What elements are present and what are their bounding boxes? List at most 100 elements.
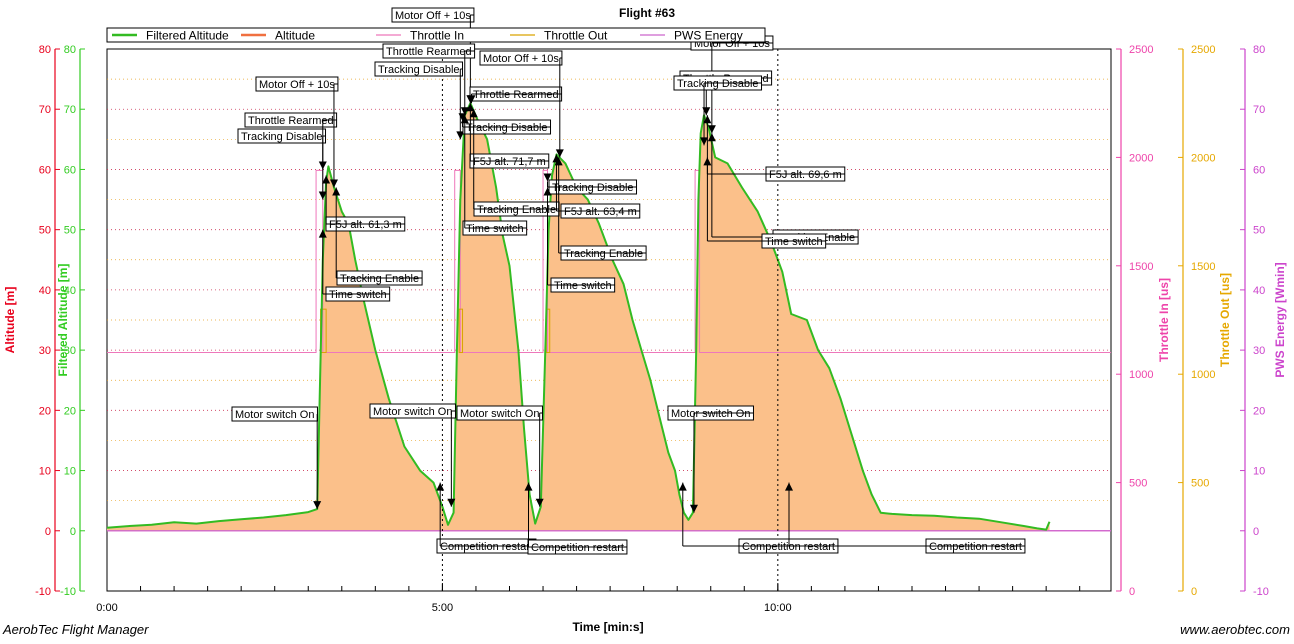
axis-tick-label-pws: 10 [1253,466,1265,478]
axis-title-thin: Throttle In [us] [1157,278,1171,362]
annotation: Tracking Disable [543,173,638,195]
annotation: Tracking Enable [554,157,647,261]
annotation-arrow [436,482,445,491]
annotation-label: Time switch [554,280,612,292]
annotation-label: Time switch [466,223,524,235]
annotation-label: Tracking Disable [466,122,548,134]
axis-tick-label-alt: 40 [39,285,51,297]
annotation: Tracking Disable [458,113,552,135]
legend-entry-label: PWS Energy [674,29,743,43]
annotation-arrow [524,482,533,491]
axis-tick-label-alt: 60 [39,164,51,176]
axis-tick-label-alt: -10 [35,586,51,598]
chart-title: Flight #63 [619,6,675,20]
annotation-label: Motor switch On [235,409,314,421]
axis-tick-label-thin: 0 [1129,586,1135,598]
annotation-arrow [535,498,544,507]
axis-tick-label-alt: 80 [39,44,51,56]
annotation-arrow [469,109,478,118]
annotation-arrow [460,107,469,116]
legend-entry-label: Altitude [275,29,315,43]
event-layer [441,49,779,591]
annotation: Motor Off + 10s [255,76,339,188]
annotation-label: Competition restart [742,541,835,553]
annotation-label: Motor switch On [460,408,539,420]
annotation-arrow [785,482,794,491]
annotation-label: Throttle Rearmed [248,115,334,127]
axis-tick-label-pws: 30 [1253,345,1265,357]
axis-title-pws: PWS Energy [Wmin] [1273,262,1287,377]
axis-tick-label-thout: 1500 [1191,261,1215,273]
axis-tick-label-pws: 80 [1253,44,1265,56]
annotation-label: Competition restart [531,542,624,554]
annotation-label: Throttle Rearmed [386,46,472,58]
annotation: Motor switch On [667,405,754,513]
annotation: Time switch [543,187,616,293]
annotation-label: Tracking Disable [378,64,460,76]
annotation-arrow [332,187,341,196]
annotation-arrow [329,179,338,188]
annotation: F5J alt. 71,7 m [466,103,550,169]
annotation-arrow [467,95,476,104]
axis-tick-label-alt: 10 [39,466,51,478]
axis-tick-label-alt: 30 [39,345,51,357]
axis-tick-label-falt: 40 [64,285,76,297]
annotation-arrow [322,175,331,184]
axis-title-alt: Altitude [m] [3,287,17,354]
axes-layer: 0:00 5:00 10:00 -10 0 10 20 30 40 50 60 70 80 Altitud… [3,44,1287,614]
axis-tick-label-falt: 60 [64,164,76,176]
grid [107,78,1111,591]
annotation-label: F5J alt. 71,7 m [473,156,546,168]
annotation: Competition restart [524,482,628,555]
axis-tick-label-falt: 50 [64,225,76,237]
annotation: Motor switch On [231,406,322,510]
annotation-label: Competition restart [440,541,533,553]
annotation: Tracking Disable [237,128,327,170]
axis-title-thout: Throttle Out [us] [1218,273,1232,367]
annotation: F5J alt. 69,6 m [703,115,846,182]
throttle-in-line [107,169,1111,354]
annotation: Time switch [703,157,827,249]
axis-tick-label-alt: 0 [45,526,51,538]
legend-entry-label: Filtered Altitude [146,29,229,43]
annotation-label: F5J alt. 63,4 m [564,206,637,218]
x-tick-label: 10:00 [764,602,792,614]
annotation-arrow [554,157,563,166]
axis-tick-label-thin: 500 [1129,478,1147,490]
annotation-label: F5J alt. 69,6 m [769,169,842,181]
annotation-arrow [543,187,552,196]
annotation-arrow [456,131,465,140]
annotation: Competition restart [678,482,839,554]
axis-tick-label-thin: 1000 [1129,369,1153,381]
annotation: Competition restart [436,482,537,554]
axis-tick-label-alt: 50 [39,225,51,237]
legend-entry-label: Throttle In [410,29,464,43]
annotation: Throttle Rearmed [382,43,476,116]
annotation-arrow [543,173,552,182]
annotation-arrow [707,125,716,134]
annotation: F5J alt. 61,3 m [322,175,406,232]
annotation-arrow [447,498,456,507]
annotation-label: Tracking Enable [340,273,419,285]
axis-tick-label-thin: 2500 [1129,44,1153,56]
annotation-arrow [466,103,475,112]
axis-tick-label-thout: 2500 [1191,44,1215,56]
axis-tick-label-thout: 2000 [1191,152,1215,164]
axis-tick-label-pws: 0 [1253,526,1259,538]
axis-tick-label-alt: 70 [39,104,51,116]
annotation: Throttle Rearmed [467,86,563,104]
annotation-label: F5J alt. 61,3 m [329,219,402,231]
annotation-arrow [707,133,716,142]
annotation: Motor switch On [369,403,456,507]
footer-app-name: AerobTec Flight Manager [2,622,149,637]
axis-tick-label-falt: 30 [64,345,76,357]
annotation-arrow [678,482,687,491]
annotation: Time switch [460,115,528,236]
annotation: Tracking Disable [673,75,763,146]
axis-tick-label-pws: 60 [1253,164,1265,176]
throttle-out-pulse [458,308,464,354]
annotation: F5J alt. 63,4 m [552,154,641,219]
annotation-label: Throttle Rearmed [473,89,559,101]
axis-tick-label-thout: 500 [1191,478,1209,490]
annotation: Tracking Enable [332,187,423,286]
